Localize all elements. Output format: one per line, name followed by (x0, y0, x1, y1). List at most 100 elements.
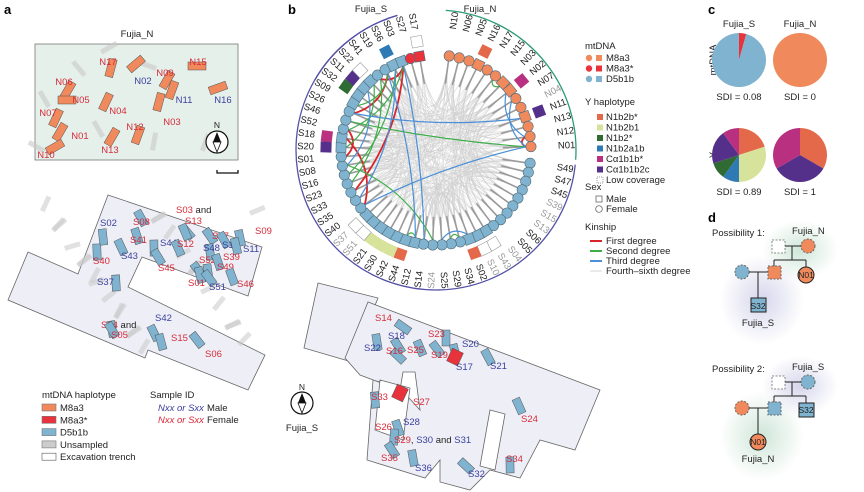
edge-bundle (464, 209, 477, 232)
unsampled-burial (40, 195, 52, 213)
burial-S17 (446, 347, 464, 367)
legend-item-label: D5b1b (606, 74, 634, 85)
node-S15[interactable] (512, 192, 524, 204)
burial-S06 (188, 330, 206, 350)
node-label: S49 (556, 162, 574, 175)
node-N12[interactable] (524, 130, 536, 142)
burial-label: S43 (121, 251, 138, 262)
edge-bundle (382, 204, 398, 224)
node-label: S25 (438, 271, 450, 289)
unsampled-burial (248, 205, 266, 216)
burial-label: S23 (428, 329, 445, 340)
legend-title-sex: Sex (585, 182, 602, 193)
node-S34[interactable] (454, 236, 466, 248)
unsampled-burial (63, 241, 81, 251)
kinship-edge-fourth-sixth (380, 78, 427, 240)
node-S49[interactable] (524, 157, 536, 169)
node-N10[interactable] (443, 50, 455, 62)
y-haplotype-box-S02 (467, 246, 482, 261)
node-label: S34 (461, 267, 476, 286)
edge-bundle (470, 206, 484, 228)
burial-label: N05 (72, 95, 89, 106)
node-N04[interactable] (515, 101, 527, 113)
burial-N11 (164, 79, 180, 101)
node-S08[interactable] (336, 160, 348, 172)
unsampled-burial (113, 302, 125, 320)
node-S06[interactable] (501, 207, 513, 219)
kinship-edge-fourth-sixth (420, 61, 522, 180)
burial-label: S12 (177, 239, 194, 250)
edge-bundle (357, 104, 379, 118)
burial-S25 (412, 338, 428, 358)
node-N13[interactable] (522, 120, 534, 132)
legend-swatch-N1b2b* (597, 114, 603, 120)
burial-label: S21 (490, 361, 507, 372)
unsampled-burial (137, 338, 151, 355)
burial-S27 (391, 383, 409, 403)
burial-label: S11 (243, 244, 259, 255)
node-label: S27 (393, 15, 408, 34)
burial-label: N04 (109, 106, 126, 117)
node-S17[interactable] (413, 50, 426, 63)
possibility-title: Possibility 1: (712, 228, 765, 239)
legend-item-label: N1b2b* (606, 112, 638, 123)
node-S29[interactable] (445, 238, 457, 250)
burial-label: N06 (55, 77, 72, 88)
kinship-edge-second (491, 79, 500, 88)
unsampled-burial (150, 132, 159, 151)
node-N15[interactable] (489, 70, 501, 82)
node-label: S44 (387, 264, 403, 284)
legend-item-label: Second degree (606, 246, 670, 257)
legend-swatch-unsampled (41, 440, 57, 449)
burial-label: S22 (364, 343, 381, 354)
kinship-edge-first (345, 129, 354, 157)
kinship-edge-second (357, 73, 389, 107)
scale-bar (216, 170, 239, 174)
kinship-edge-second (350, 121, 526, 148)
legend-sample-male: Nxx or Sxx Male (158, 403, 228, 414)
burial-S14 (393, 318, 413, 336)
burial-label: S09 (255, 226, 272, 237)
node-S05[interactable] (495, 214, 507, 226)
edge-bundle (493, 183, 515, 197)
node-S24[interactable] (427, 239, 439, 251)
node-N01[interactable] (525, 141, 537, 153)
node-S13[interactable] (507, 200, 519, 212)
burial-label: S44 (160, 238, 177, 249)
edge-bundle (502, 158, 526, 164)
kinship-edge-fourth-sixth (390, 69, 415, 229)
sample-label: N01 (750, 437, 766, 447)
col-title-fujia-n: Fujia_N (784, 19, 817, 30)
group-burial-label: S29, S30 and S31 (394, 435, 471, 446)
unsampled-burial (200, 283, 217, 295)
node-S25[interactable] (436, 239, 448, 251)
node-N06[interactable] (453, 52, 465, 64)
sample-node (798, 402, 815, 418)
legend-item-label: Unsampled (60, 440, 108, 451)
node-N17[interactable] (481, 64, 493, 76)
node-S01[interactable] (335, 151, 347, 163)
node-N07[interactable] (510, 93, 522, 105)
y-haplotype-box-S17 (410, 34, 424, 49)
node-label: S17 (406, 12, 420, 31)
edge-bundle (394, 69, 407, 91)
burial-N13 (103, 126, 121, 148)
pie-slice-N1b2b1 (739, 146, 766, 182)
edge-bundle (458, 65, 468, 88)
burial-S51 (200, 268, 218, 288)
group-label-fujia-n: Fujia_N (464, 4, 497, 15)
burial-S12 (170, 238, 186, 258)
node-S41[interactable] (372, 69, 384, 81)
kinship-edge-fourth-sixth (347, 161, 509, 204)
pie-slice-D5b1b (711, 33, 766, 88)
node-S40[interactable] (355, 202, 367, 214)
node-N05[interactable] (463, 55, 475, 67)
burial-S40 (92, 243, 102, 261)
legend-item-label: Excavation trench (60, 452, 136, 463)
node-S16[interactable] (338, 169, 350, 181)
kinship-edge-third (364, 146, 527, 206)
burial-S16 (389, 347, 407, 365)
kinship-edge-second (345, 84, 375, 148)
sample-node (797, 266, 815, 284)
parent-sibling (767, 401, 782, 416)
